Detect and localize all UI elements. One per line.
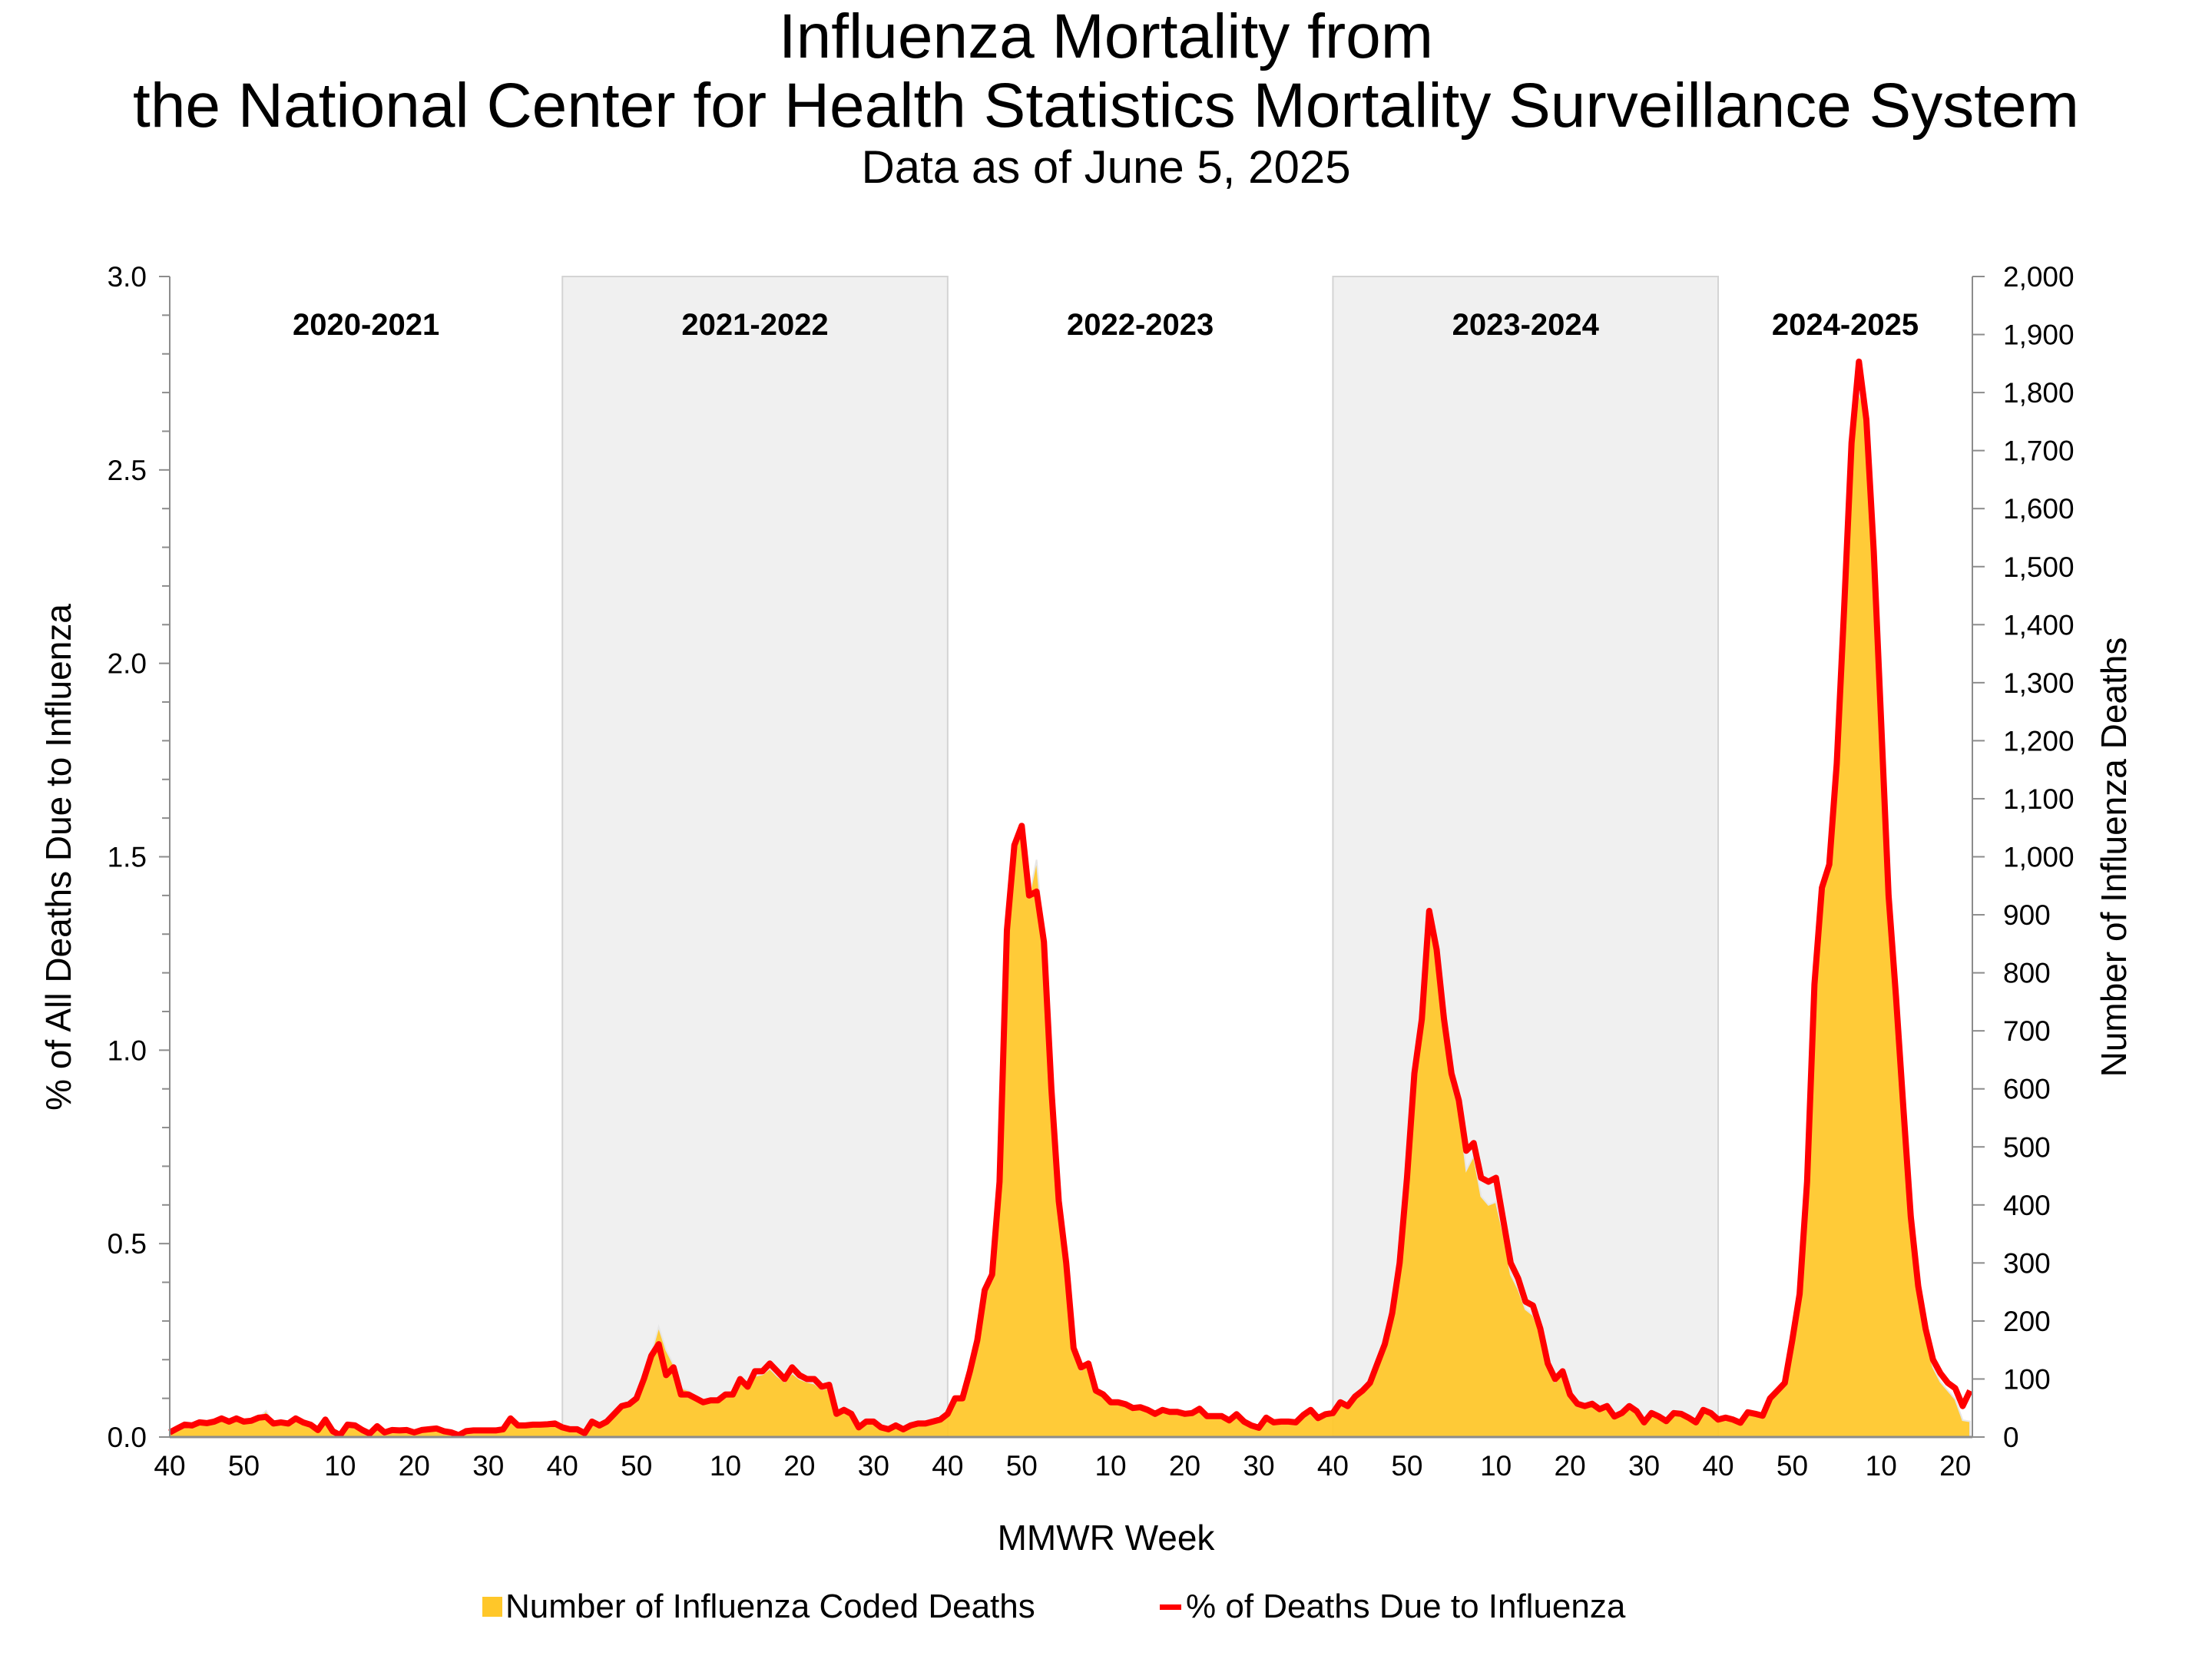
y-right-tick-label: 2,000 <box>2003 261 2075 293</box>
y-right-tick-label: 1,500 <box>2003 551 2075 583</box>
y-axis-right-title: Number of Influenza Deaths <box>2094 637 2134 1078</box>
y-right-tick-label: 600 <box>2003 1074 2051 1105</box>
legend-pct-label: % of Deaths Due to Influenza <box>1186 1588 1626 1625</box>
y-right-tick-label: 900 <box>2003 899 2051 931</box>
y-left-tick-label: 1.0 <box>108 1035 147 1066</box>
x-axis-title: MMWR Week <box>998 1518 1216 1558</box>
season-band-2023-2024 <box>1332 276 1720 1438</box>
chart-title-line1: Influenza Mortality from <box>778 2 1434 71</box>
y-right-tick-label: 100 <box>2003 1363 2051 1395</box>
x-tick-label: 20 <box>399 1450 430 1482</box>
legend-area-swatch <box>482 1597 502 1617</box>
y-right-tick-label: 500 <box>2003 1131 2051 1163</box>
y-right-tick-label: 1,000 <box>2003 842 2075 873</box>
x-tick-label: 10 <box>710 1450 741 1482</box>
axes: 0.0 0.5 1.0 1.5 2.0 2.5 3.0 0 100 200 300 400 500 600… <box>108 261 2075 1482</box>
x-tick-label: 20 <box>1555 1450 1586 1482</box>
x-tick-label: 50 <box>1006 1450 1038 1482</box>
y-right-tick-label: 1,900 <box>2003 320 2075 351</box>
x-tick-label: 20 <box>783 1450 815 1482</box>
y-left-tick-label: 0.0 <box>108 1422 147 1453</box>
season-label: 2020-2021 <box>293 308 439 342</box>
pct-line <box>168 358 1973 1439</box>
y-right-tick-label: 300 <box>2003 1247 2051 1279</box>
season-band-2021-2022 <box>561 276 949 1438</box>
x-tick-label: 50 <box>1777 1450 1808 1482</box>
season-labels: 2020-2021 2021-2022 2022-2023 2023-2024 2024… <box>293 308 1919 342</box>
x-tick-label: 40 <box>1702 1450 1734 1482</box>
y-left-tick-label: 2.5 <box>108 455 147 486</box>
y-right-tick-label: 1,200 <box>2003 725 2075 757</box>
x-tick-label: 10 <box>1094 1450 1126 1482</box>
y-right-tick-label: 1,800 <box>2003 377 2075 409</box>
pct-line-layer <box>168 358 1973 1439</box>
y-right-tick-label: 200 <box>2003 1306 2051 1337</box>
season-label: 2022-2023 <box>1067 308 1214 342</box>
x-tick-label: 50 <box>228 1450 260 1482</box>
chart-subtitle: Data as of June 5, 2025 <box>861 141 1351 193</box>
x-tick-label: 10 <box>1480 1450 1512 1482</box>
legend: Number of Influenza Coded Deaths <box>482 1587 1035 1627</box>
y-axis-left-title: % of All Deaths Due to Influenza <box>38 604 78 1111</box>
x-tick-label: 20 <box>1939 1450 1971 1482</box>
y-right-tick-label: 1,600 <box>2003 493 2075 525</box>
x-tick-label: 30 <box>472 1450 504 1482</box>
x-tick-label: 30 <box>1628 1450 1660 1482</box>
y-left-tick-label: 2.0 <box>108 648 147 680</box>
x-tick-label: 30 <box>858 1450 889 1482</box>
y-right-tick-label: 800 <box>2003 958 2051 989</box>
y-right-tick-label: 1,300 <box>2003 667 2075 699</box>
legend-deaths-label: Number of Influenza Coded Deaths <box>505 1588 1035 1625</box>
y-right-tick-label: 1,100 <box>2003 783 2075 815</box>
y-right-tick-label: 700 <box>2003 1015 2051 1047</box>
legend-line-swatch <box>1160 1604 1181 1610</box>
legend: % of Deaths Due to Influenza <box>1160 1587 1625 1627</box>
x-tick-label: 30 <box>1243 1450 1274 1482</box>
y-right-tick-label: 0 <box>2003 1422 2019 1453</box>
x-tick-label: 40 <box>932 1450 963 1482</box>
chart-title-line2: the National Center for Health Statistic… <box>133 71 2079 141</box>
y-right-tick-label: 400 <box>2003 1190 2051 1221</box>
y-left-tick-label: 3.0 <box>108 261 147 293</box>
season-label: 2023-2024 <box>1452 308 1600 342</box>
x-tick-label: 50 <box>1391 1450 1422 1482</box>
x-tick-label: 10 <box>324 1450 356 1482</box>
season-label: 2021-2022 <box>681 308 828 342</box>
season-label: 2024-2025 <box>1772 308 1919 342</box>
x-tick-label: 40 <box>547 1450 578 1482</box>
x-tick-label: 20 <box>1169 1450 1200 1482</box>
y-right-tick-label: 1,400 <box>2003 609 2075 641</box>
x-tick-label: 10 <box>1866 1450 1897 1482</box>
x-tick-label: 40 <box>1317 1450 1349 1482</box>
x-tick-label: 50 <box>621 1450 652 1482</box>
season-bands <box>561 276 1720 1438</box>
y-left-tick-label: 0.5 <box>108 1228 147 1260</box>
y-right-tick-label: 1,700 <box>2003 435 2075 467</box>
x-tick-label: 40 <box>154 1450 185 1482</box>
y-left-tick-label: 1.5 <box>108 842 147 873</box>
